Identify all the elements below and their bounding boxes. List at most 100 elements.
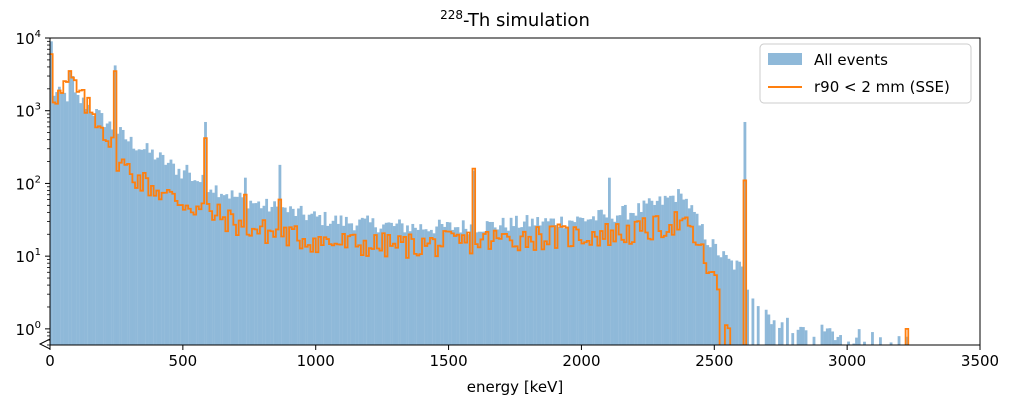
histogram-bar <box>283 207 287 345</box>
histogram-bar <box>135 150 138 345</box>
histogram-bar <box>329 223 332 345</box>
histogram-bar <box>631 213 635 345</box>
histogram-bar <box>738 261 742 345</box>
histogram-bar <box>366 215 370 345</box>
histogram-bar <box>453 227 457 345</box>
histogram-bar <box>576 216 579 345</box>
histogram-bar <box>839 335 842 345</box>
x-tick-label: 2500 <box>695 352 733 370</box>
histogram-bar <box>515 215 518 345</box>
histogram-bar <box>623 204 627 345</box>
histogram-bar <box>825 328 829 345</box>
histogram-bar <box>778 327 781 345</box>
histogram-bar <box>368 222 372 345</box>
histogram-bar <box>562 228 566 345</box>
histogram-bar <box>65 101 69 345</box>
histogram-bar <box>522 221 526 345</box>
histogram-bar <box>634 215 638 345</box>
histogram-bar <box>254 203 258 345</box>
histogram-bar <box>414 227 417 345</box>
histogram-bar <box>291 208 295 345</box>
histogram-bar <box>119 127 122 345</box>
histogram-bar <box>693 211 696 345</box>
histogram-bar <box>201 174 205 345</box>
histogram-bar <box>294 215 298 345</box>
histogram-bar <box>411 223 415 345</box>
histogram-bar <box>560 216 563 345</box>
y-tick-label: 104 <box>16 29 41 48</box>
histogram-bar <box>371 218 375 345</box>
histogram-bar <box>501 217 505 345</box>
histogram-bar <box>281 207 284 345</box>
histogram-bar <box>629 212 633 345</box>
histogram-bar <box>451 229 455 345</box>
histogram-bar <box>326 225 330 345</box>
histogram-bar <box>71 76 75 345</box>
histogram-bar <box>435 226 439 345</box>
histogram-bar <box>251 203 255 345</box>
legend-label-all-events: All events <box>814 51 888 69</box>
histogram-bar <box>334 215 338 345</box>
chart-title: 228-Th simulation <box>440 8 590 31</box>
histogram-bar <box>685 198 688 345</box>
histogram-bar <box>180 178 184 345</box>
histogram-bar <box>557 226 561 345</box>
histogram-bar <box>698 225 702 345</box>
histogram-bar <box>68 71 72 345</box>
histogram-bar <box>379 228 383 345</box>
histogram-bar <box>416 229 420 345</box>
histogram-bar <box>220 193 223 345</box>
histogram-bar <box>496 229 500 345</box>
legend-label-sse: r90 < 2 mm (SSE) <box>814 78 950 96</box>
histogram-bar <box>429 229 433 345</box>
histogram-bar <box>594 220 598 345</box>
histogram-bar <box>222 195 226 345</box>
histogram-bar <box>116 133 120 345</box>
histogram-bar <box>156 157 160 345</box>
histogram-bar <box>169 159 173 345</box>
histogram-bar <box>764 309 768 345</box>
histogram-bar <box>706 245 710 345</box>
histogram-bar <box>150 149 154 345</box>
x-axis-title: energy [keV] <box>467 378 563 396</box>
histogram-bar <box>174 174 178 345</box>
histogram-bar <box>206 192 210 345</box>
histogram-bar <box>701 224 704 345</box>
x-tick-label: 1500 <box>429 352 467 370</box>
histogram-bar <box>158 152 162 345</box>
histogram-bar <box>690 205 694 345</box>
histogram-bar <box>626 219 630 345</box>
histogram-bar <box>395 223 399 345</box>
histogram-bar <box>243 177 247 345</box>
histogram-bar <box>265 198 269 345</box>
histogram-bar <box>344 216 348 345</box>
histogram-bar <box>73 92 77 345</box>
histogram-bar <box>360 217 364 345</box>
histogram-bar <box>801 327 805 345</box>
histogram-bar <box>820 324 824 345</box>
histogram-bar <box>392 226 396 345</box>
histogram-bar <box>459 232 463 345</box>
histogram-bar <box>509 217 513 345</box>
histogram-bar <box>677 189 680 345</box>
histogram-bar <box>92 115 96 345</box>
histogram-bar <box>833 340 837 345</box>
y-tick-label: 101 <box>16 247 41 266</box>
histogram-bar <box>658 196 662 345</box>
histogram-bar <box>347 223 351 345</box>
histogram-bar <box>212 192 215 345</box>
histogram-bar <box>121 129 125 345</box>
histogram-bar <box>323 211 327 345</box>
histogram-bar <box>525 215 529 345</box>
histogram-bar <box>674 201 678 345</box>
histogram-bar <box>746 289 749 345</box>
histogram-bar <box>84 109 88 345</box>
histogram-bar <box>483 231 486 345</box>
histogram-bar <box>852 343 856 345</box>
histogram-bar <box>695 213 699 345</box>
histogram-bar <box>193 180 197 345</box>
histogram-bar <box>546 221 550 345</box>
histogram-bar <box>666 197 670 345</box>
histogram-bar <box>233 196 237 345</box>
histogram-bar <box>541 221 545 345</box>
